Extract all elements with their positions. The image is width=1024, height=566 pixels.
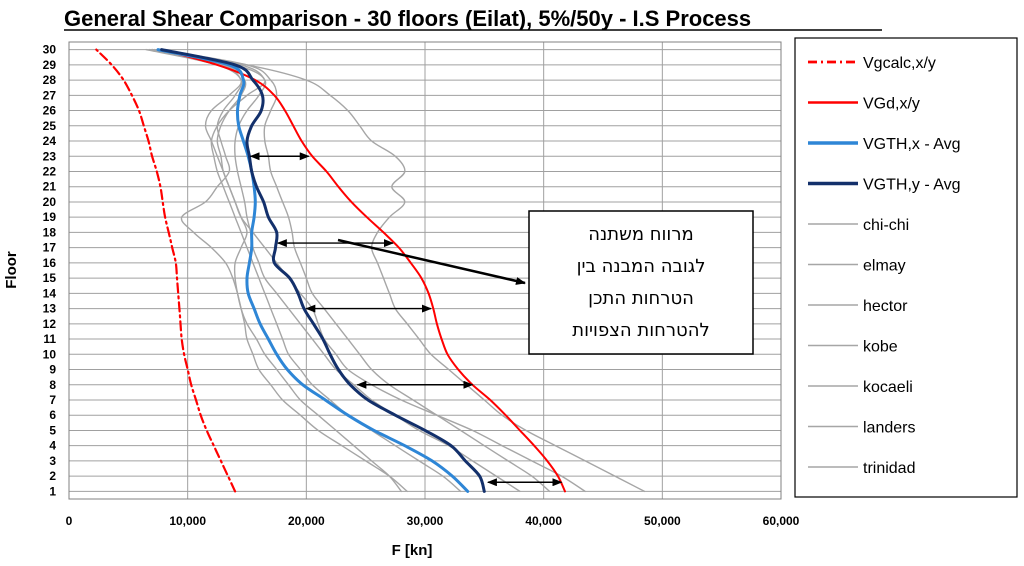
legend-label: elmay [863,258,906,275]
annotation-line-2: לגובה המבנה בין [577,256,706,277]
y-tick-label: 4 [49,439,56,453]
legend-entry: Vgcalc,x/y [808,55,936,72]
legend-entry: VGTH,y - Avg [808,177,961,194]
plot-area-border [68,41,782,500]
legend-label: kobe [863,339,898,356]
y-tick-label: 22 [43,164,57,178]
legend: Vgcalc,x/y VGd,x/y VGTH,x - Avg VGTH,y - Av… [794,37,1018,498]
y-tick-label: 1 [49,484,56,498]
y-tick-label: 18 [43,225,57,239]
y-tick-label: 7 [49,393,56,407]
series-line-vgcalc-x-y [95,48,237,493]
legend-label: chi-chi [863,217,909,234]
legend-entry: hector [808,298,908,315]
series-line-chi-chi [151,48,646,493]
legend-label: trinidad [863,460,915,477]
range-arrows [249,152,563,487]
series-line-vgth-x-avg [156,48,470,493]
series-line-vgd-x-y [160,48,566,493]
annotation-line-4: להטרחות הצפויות [572,320,709,341]
series-line-vgth-y-avg [160,48,486,493]
legend-label: VGd,x/y [863,96,920,113]
y-tick-label: 25 [43,119,57,133]
y-tick-label: 11 [43,332,56,346]
y-tick-label: 15 [43,271,57,285]
legend-entry: trinidad [808,460,915,477]
y-tick-label: 10 [43,347,57,361]
legend-label: landers [863,420,915,437]
legend-entry: VGTH,x - Avg [808,136,961,153]
y-tick-label: 14 [43,286,57,300]
legend-label: hector [863,298,908,315]
series-line-hector [151,48,402,493]
y-tick-label: 5 [49,423,56,437]
legend-entry: landers [808,420,915,437]
x-tick-label: 60,000 [763,514,800,528]
y-tick-label: 30 [43,43,57,57]
legend-entry: chi-chi [808,217,909,234]
annotation-line-1: מרווח משתנה [588,224,693,245]
y-tick-label: 26 [43,104,57,118]
x-tick-label: 50,000 [644,514,681,528]
legend-entry: VGd,x/y [808,96,920,113]
y-tick-label: 12 [43,317,57,331]
series-lines [95,48,646,493]
y-axis-title: Floor [3,251,20,289]
y-tick-label: 2 [49,469,56,483]
series-line-kocaeli [149,48,408,493]
x-axis-ticks: 0 10,000 20,000 30,000 40,000 50,000 60,000 [66,514,800,528]
chart-title: General Shear Comparison - 30 floors (Ei… [64,6,751,31]
y-tick-label: 24 [43,134,57,148]
x-axis-title: F [kn] [392,542,433,559]
y-tick-label: 16 [43,256,57,270]
y-tick-label: 17 [43,241,57,255]
legend-label: kocaeli [863,379,913,396]
x-tick-label: 40,000 [525,514,562,528]
y-tick-label: 6 [49,408,56,422]
y-axis-ticks: 1234567891011121314151617181920212223242… [43,43,57,499]
legend-entry: kobe [808,339,898,356]
x-tick-label: 10,000 [169,514,206,528]
legend-label: VGTH,x - Avg [863,136,961,153]
series-line-landers [157,48,551,493]
annotation-pointer [337,238,526,285]
legend-label: VGTH,y - Avg [863,177,961,194]
y-tick-label: 20 [43,195,57,209]
y-tick-label: 29 [43,58,57,72]
y-tick-label: 19 [43,210,57,224]
y-tick-label: 28 [43,73,57,87]
y-tick-label: 3 [49,454,56,468]
y-tick-label: 21 [43,180,57,194]
annotation-box: מרווח משתנה לגובה המבנה בין הטרחות התכן … [528,210,754,355]
x-tick-label: 20,000 [288,514,325,528]
y-tick-label: 23 [43,149,57,163]
legend-entry: elmay [808,258,906,275]
y-tick-label: 27 [43,88,57,102]
annotation-line-3: הטרחות התכן [588,288,694,309]
legend-entry: kocaeli [808,379,913,396]
y-tick-label: 9 [49,363,56,377]
y-tick-label: 8 [49,378,56,392]
legend-label: Vgcalc,x/y [863,55,936,72]
y-tick-label: 13 [43,302,57,316]
x-tick-label: 30,000 [407,514,444,528]
x-tick-label: 0 [66,514,73,528]
